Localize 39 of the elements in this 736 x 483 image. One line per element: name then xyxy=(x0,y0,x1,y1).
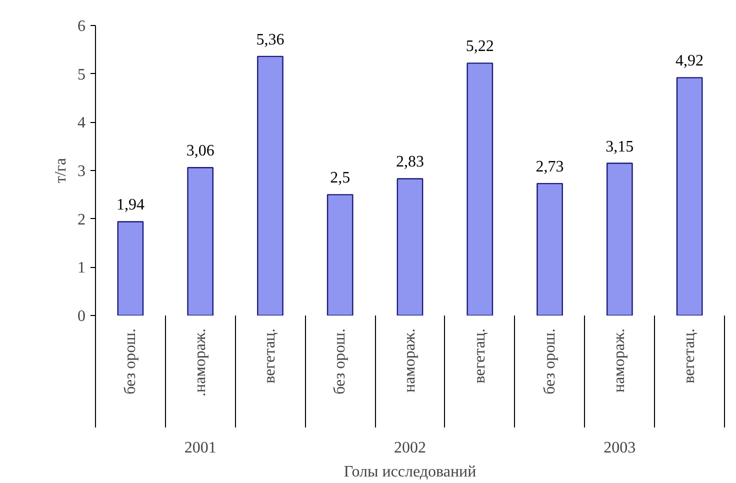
text: 2001 xyxy=(184,440,216,456)
y-tick-label: 2 xyxy=(78,211,86,228)
data-label: 1,94 xyxy=(116,196,144,214)
bar xyxy=(606,162,633,316)
text: 2003 xyxy=(604,440,636,456)
bar xyxy=(396,178,424,316)
x-tick-label: без орош. xyxy=(332,328,349,394)
x-tick-label: вегетац. xyxy=(471,328,488,384)
x-tick-label: без орош. xyxy=(122,328,139,394)
y-tick-label: 0 xyxy=(78,308,86,325)
y-tick-label: 1 xyxy=(78,260,86,277)
data-label: 2,5 xyxy=(330,170,350,187)
bar xyxy=(257,56,284,316)
text: 2002 xyxy=(394,440,426,456)
y-tick-label: 6 xyxy=(78,18,86,35)
bar xyxy=(536,182,563,316)
data-label: 3,06 xyxy=(186,142,214,160)
bar xyxy=(117,221,144,316)
data-label: 4,92 xyxy=(676,52,704,70)
x-tick-label: вегетац. xyxy=(681,328,698,384)
bar xyxy=(187,167,214,316)
x-axis-title: Голы исследований xyxy=(344,464,477,480)
x-tick-label: .намораж. xyxy=(192,328,209,396)
y-tick-label: 4 xyxy=(78,114,86,132)
y-tick-label: 5 xyxy=(78,66,86,84)
data-label: 5,22 xyxy=(466,38,494,56)
bar xyxy=(676,77,703,316)
data-label: 3,15 xyxy=(606,138,634,156)
x-tick-label: без орош. xyxy=(541,328,558,394)
y-axis-title: т/га xyxy=(52,158,70,184)
bar xyxy=(326,194,354,316)
bar xyxy=(466,62,494,316)
x-tick-label: намораж. xyxy=(402,328,418,392)
data-label: 2,73 xyxy=(536,158,564,176)
x-tick-label: намораж. xyxy=(611,328,628,392)
x-tick-label: вегетац. xyxy=(262,328,279,384)
y-tick-label: 3 xyxy=(78,163,86,180)
data-label: 5,36 xyxy=(256,31,284,48)
data-label: 2,83 xyxy=(396,154,424,171)
